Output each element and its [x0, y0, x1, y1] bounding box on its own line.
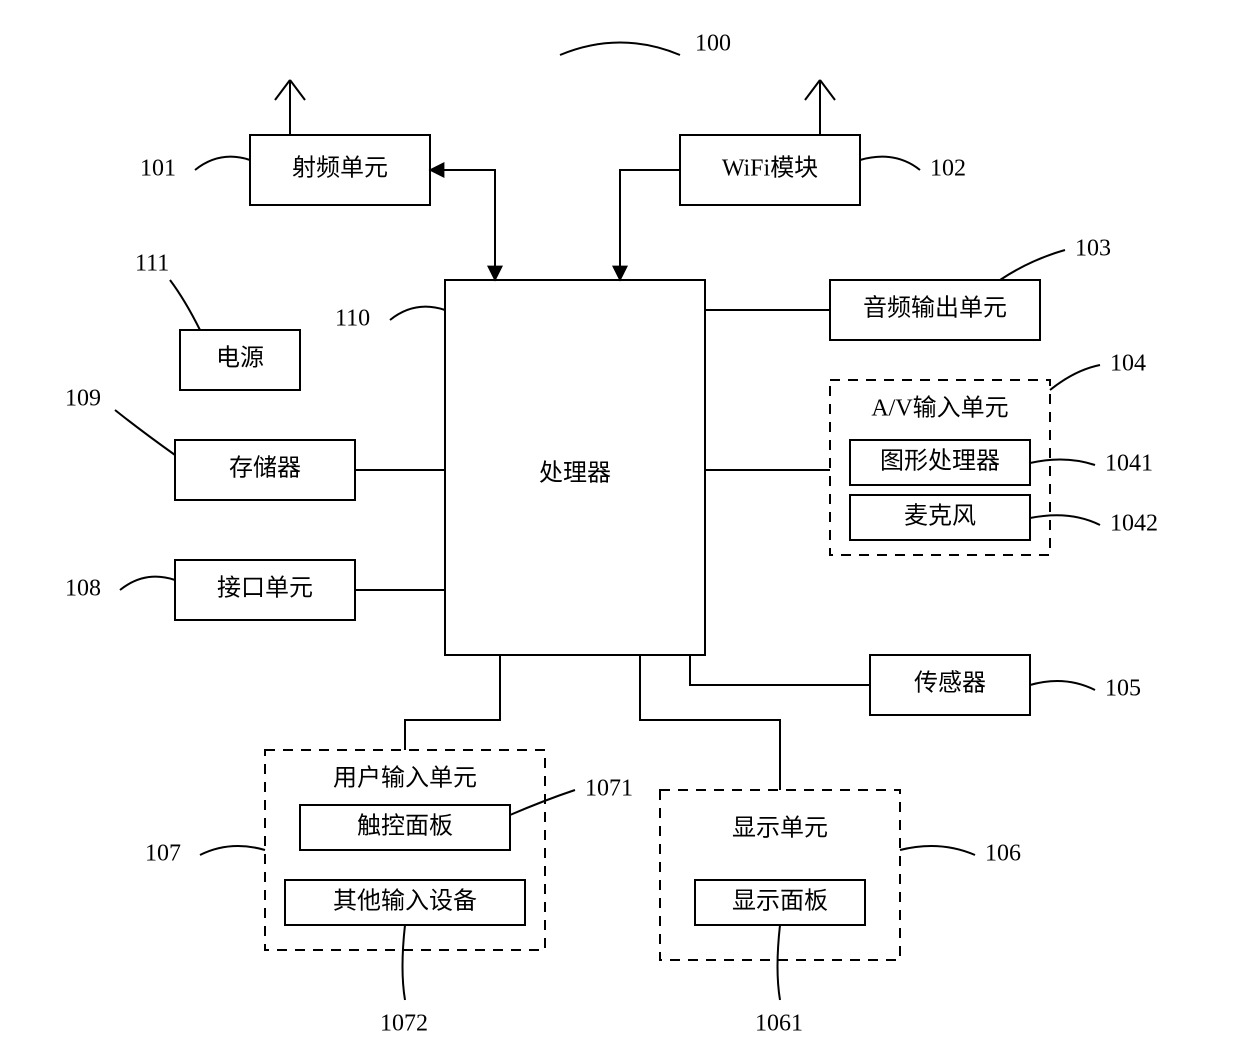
user-input-block: 用户输入单元 107 触控面板 1071 其他输入设备 1072	[145, 750, 633, 1037]
ref-label-101: 101	[140, 156, 176, 182]
wifi-module-block: WiFi模块 102	[680, 80, 966, 205]
ref-label-1042: 1042	[1110, 511, 1158, 537]
svg-text:存储器: 存储器	[229, 455, 301, 482]
ref-label-108: 108	[65, 576, 101, 602]
connector-processor-userinput	[405, 655, 500, 750]
svg-text:处理器: 处理器	[539, 460, 611, 487]
ref-label-107: 107	[145, 841, 181, 867]
ref-label-1071: 1071	[585, 776, 633, 802]
svg-text:触控面板: 触控面板	[357, 813, 453, 840]
svg-text:图形处理器: 图形处理器	[880, 448, 1000, 475]
ref-label-110: 110	[335, 306, 370, 332]
ref-label-111: 111	[135, 251, 169, 277]
sensor-block: 传感器 105	[870, 655, 1141, 715]
rf-unit-block: 射频单元 101	[140, 80, 430, 205]
svg-text:传感器: 传感器	[914, 670, 986, 697]
svg-text:音频输出单元: 音频输出单元	[863, 295, 1007, 322]
ref-label-103: 103	[1075, 236, 1111, 262]
ref-label-105: 105	[1105, 676, 1141, 702]
block-diagram: 100 射频单元 101 WiFi模块 102 处理器 110 电源 111	[0, 0, 1240, 1051]
ref-label-104: 104	[1110, 351, 1146, 377]
connector-processor-sensor	[690, 655, 870, 685]
interface-block: 接口单元 108	[65, 560, 355, 620]
connector-processor-display	[640, 655, 780, 790]
svg-text:显示面板: 显示面板	[732, 888, 828, 915]
svg-text:显示单元: 显示单元	[732, 815, 828, 842]
ref-label-1061: 1061	[755, 1011, 803, 1037]
ref-label-102: 102	[930, 156, 966, 182]
svg-text:接口单元: 接口单元	[217, 575, 313, 602]
display-unit-block: 显示单元 106 显示面板 1061	[660, 790, 1021, 1037]
svg-text:A/V输入单元: A/V输入单元	[871, 395, 1008, 422]
ref-label-1072: 1072	[380, 1011, 428, 1037]
ref-label-106: 106	[985, 841, 1021, 867]
processor-block: 处理器 110	[335, 280, 705, 655]
av-input-block: A/V输入单元 104 图形处理器 1041 麦克风 1042	[830, 351, 1158, 556]
memory-block: 存储器 109	[65, 386, 355, 501]
connector-rf-processor	[430, 170, 495, 280]
svg-text:用户输入单元: 用户输入单元	[333, 765, 477, 792]
power-block: 电源 111	[135, 251, 300, 391]
svg-text:电源: 电源	[216, 345, 264, 372]
ref-label-1041: 1041	[1105, 451, 1153, 477]
ref-label-100: 100	[695, 31, 731, 57]
connector-wifi-processor	[620, 170, 680, 280]
audio-output-block: 音频输出单元 103	[830, 236, 1111, 341]
leader-100	[560, 43, 680, 56]
svg-text:其他输入设备: 其他输入设备	[333, 888, 477, 915]
svg-text:射频单元: 射频单元	[292, 155, 388, 182]
svg-text:WiFi模块: WiFi模块	[722, 155, 818, 182]
svg-text:麦克风: 麦克风	[904, 503, 976, 530]
ref-label-109: 109	[65, 386, 101, 412]
